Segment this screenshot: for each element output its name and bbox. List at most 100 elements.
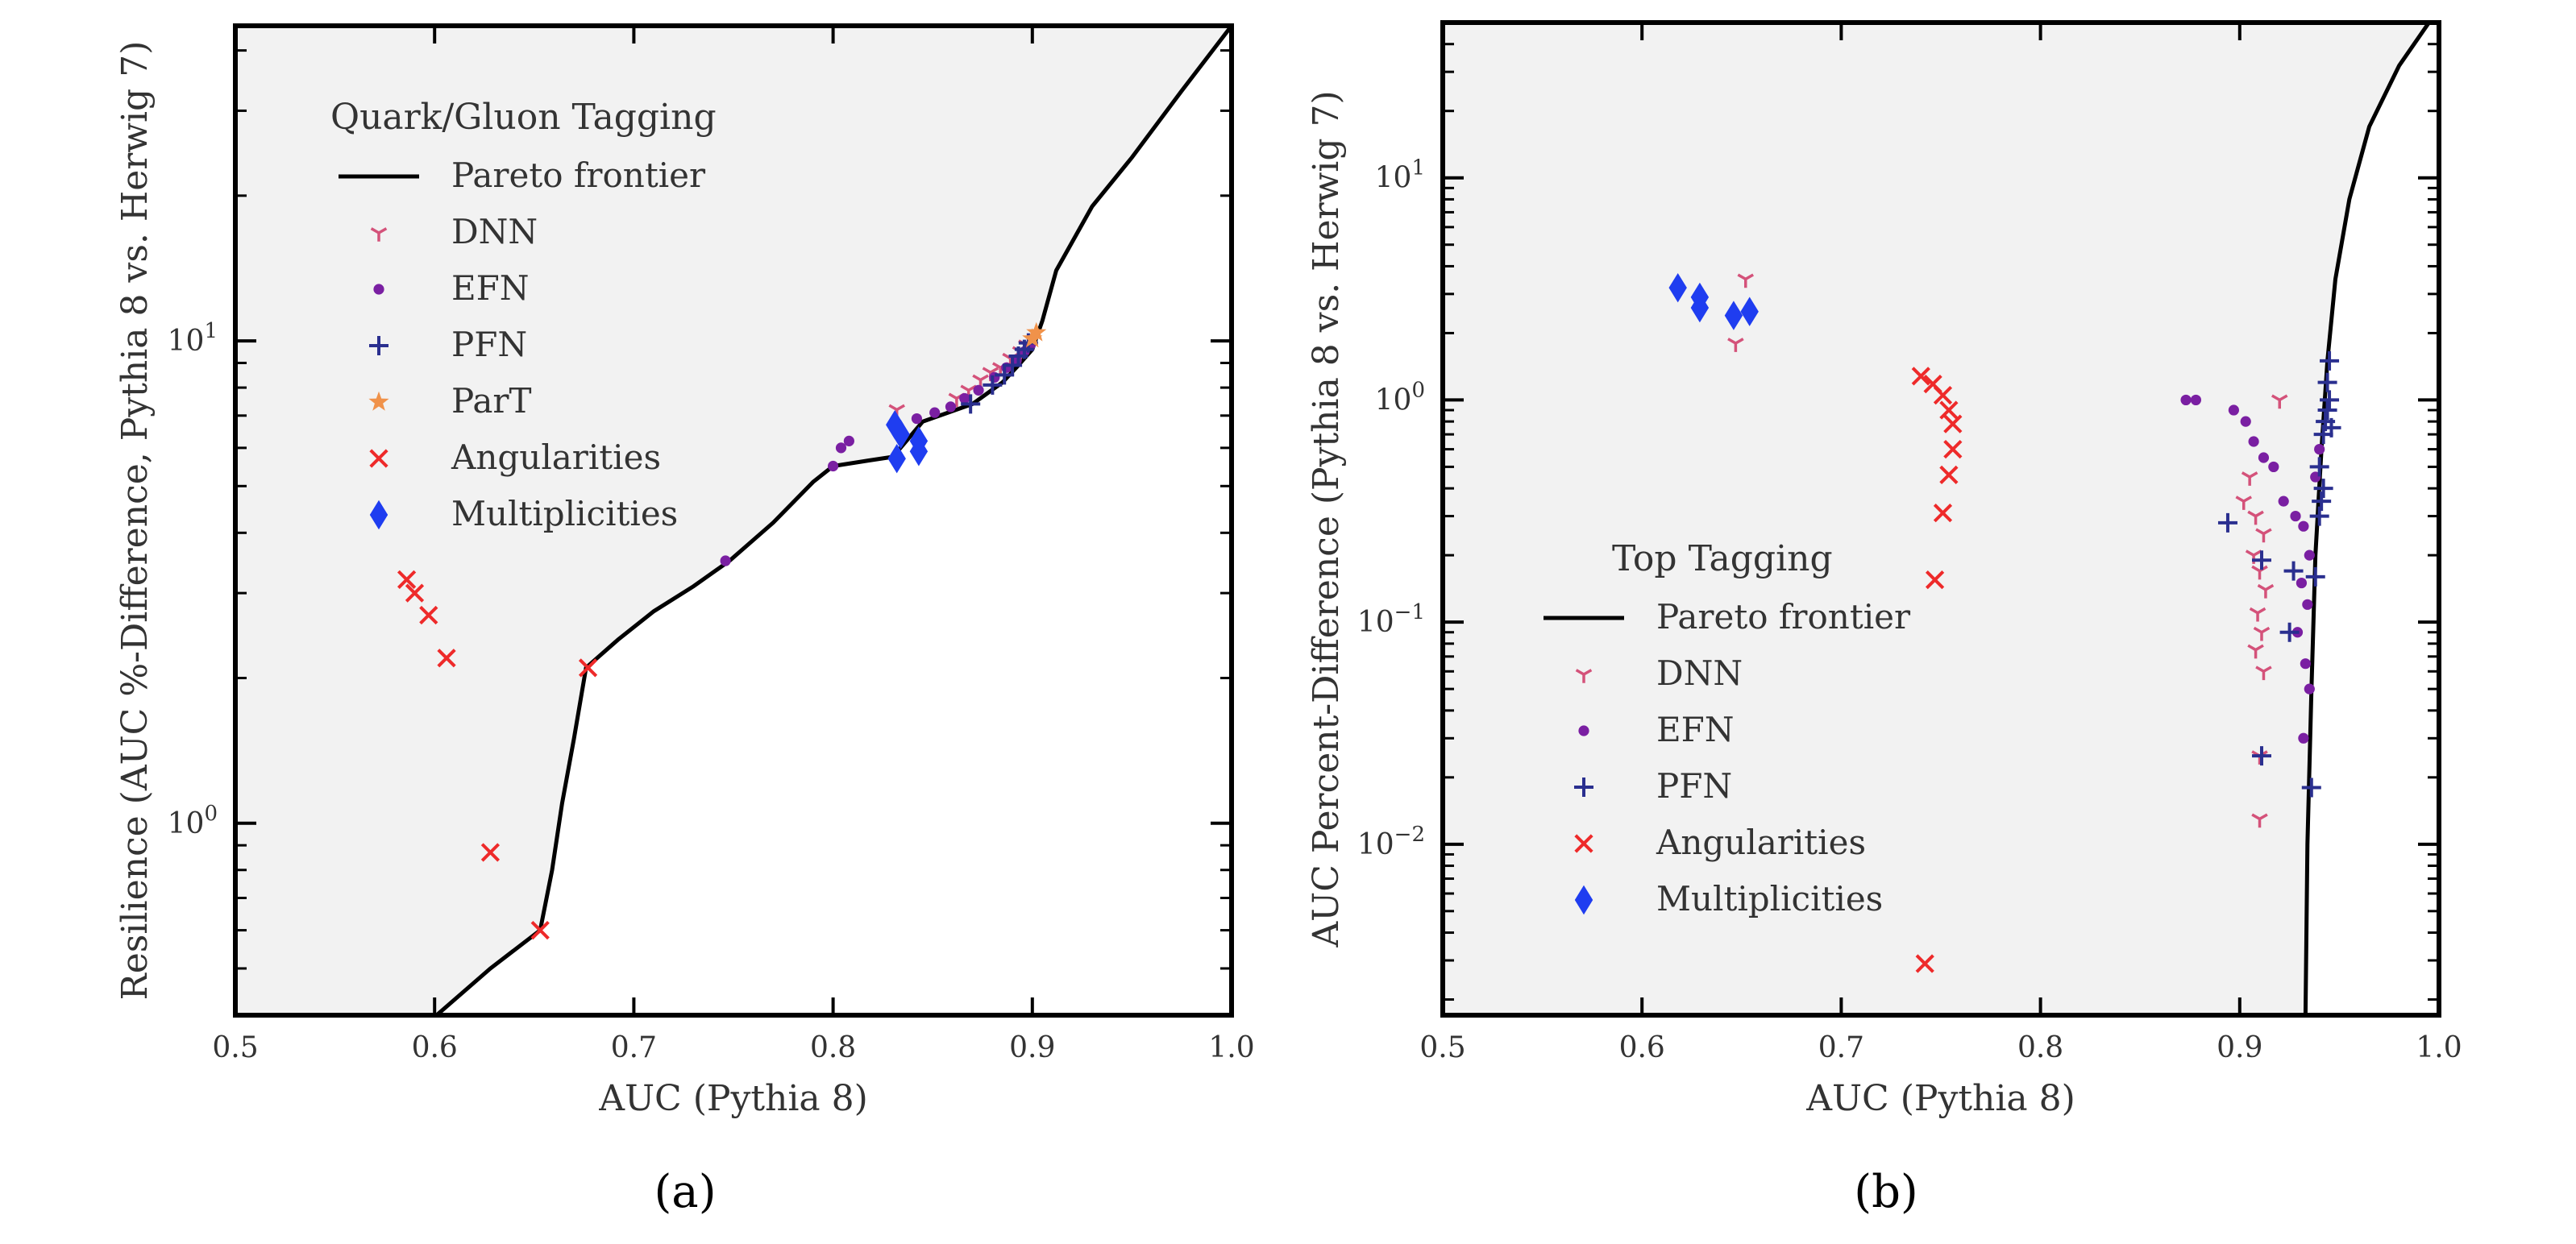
panel-a-quark-gluon-tagging: 0.5 0.6 0.7 0.8 0.9 1.0 100 101 AUC (Pythia 8) Re…	[114, 23, 1255, 1218]
data-point	[2248, 436, 2259, 447]
legend-label: EFN	[1656, 710, 1735, 749]
legend-swatch-dnn	[370, 227, 388, 242]
data-point	[419, 605, 438, 625]
data-point	[2268, 461, 2279, 473]
y-tick-label: 10−1	[1357, 600, 1425, 639]
panel-b-top-tagging: 0.5 0.6 0.7 0.8 0.9 1.0 10−2 10−1 100 101 AUC (Pyt…	[1306, 20, 2462, 1218]
data-point	[1939, 400, 1959, 420]
legend-swatch-efn	[373, 284, 384, 295]
data-point	[2313, 479, 2333, 499]
x-tick-label: 0.6	[1619, 1031, 1665, 1064]
data-point	[909, 437, 929, 466]
legend-swatch-angularities	[369, 449, 388, 468]
data-point	[1943, 439, 1963, 459]
legend-swatch-multiplicities	[1574, 885, 1593, 915]
legend-label: Multiplicities	[1656, 879, 1883, 918]
data-point	[2305, 566, 2325, 587]
data-point	[2235, 496, 2253, 510]
data-point	[835, 442, 847, 454]
data-point	[1727, 338, 1744, 352]
data-point	[2312, 491, 2332, 512]
data-point	[2321, 417, 2341, 437]
data-point	[959, 392, 970, 404]
legend-swatch-efn	[1578, 725, 1589, 736]
data-point	[2241, 471, 2258, 486]
x-tick-label: 0.6	[412, 1031, 458, 1064]
data-point	[1943, 414, 1963, 433]
data-point	[2240, 416, 2251, 427]
legend-label: DNN	[1656, 653, 1743, 693]
data-point	[2296, 577, 2308, 589]
data-point	[2302, 599, 2313, 610]
legend-swatch-dnn	[1575, 669, 1593, 683]
data-point	[843, 435, 854, 446]
data-point	[911, 413, 923, 425]
data-point	[2251, 746, 2271, 766]
x-tick-label: 1.0	[2416, 1031, 2462, 1064]
data-point	[1668, 272, 1687, 303]
data-point	[397, 570, 417, 589]
data-point	[2251, 813, 2268, 828]
data-point	[720, 555, 731, 566]
data-point	[2180, 394, 2192, 406]
series-part	[1022, 321, 1047, 348]
legend: Quark/Gluon Tagging Pareto frontier DNN EFN…	[330, 97, 717, 533]
data-point	[2247, 510, 2264, 525]
x-tick-label: 0.7	[1818, 1031, 1864, 1064]
data-point	[2257, 583, 2275, 599]
data-point	[2298, 732, 2309, 744]
legend-label: ParT	[451, 381, 532, 421]
series-efn	[2180, 394, 2325, 744]
data-point	[2251, 550, 2271, 570]
data-point	[480, 843, 501, 862]
data-point	[1939, 465, 1959, 485]
y-tick-label: 101	[168, 319, 218, 358]
data-point	[530, 920, 550, 940]
data-point	[2278, 496, 2289, 507]
data-point	[1026, 321, 1047, 342]
legend: Top Tagging Pareto frontier DNN EFN PFN Angul…	[1544, 538, 1911, 918]
data-point	[929, 407, 941, 418]
x-tick-label: 0.9	[2217, 1031, 2262, 1064]
x-tick-label: 0.8	[2017, 1031, 2063, 1064]
x-axis-title: AUC (Pythia 8)	[598, 1078, 868, 1119]
x-tick-label: 0.5	[212, 1031, 258, 1064]
data-point	[2258, 452, 2270, 463]
data-point	[2228, 404, 2239, 416]
data-point	[2249, 607, 2266, 622]
data-point	[2317, 400, 2337, 421]
data-point	[2283, 561, 2304, 581]
shaded-region	[235, 26, 1232, 1015]
legend-label: DNN	[451, 212, 538, 251]
data-point	[2304, 549, 2315, 561]
x-axis-title: AUC (Pythia 8)	[1805, 1078, 2075, 1119]
legend-title: Quark/Gluon Tagging	[330, 97, 717, 138]
legend-label: PFN	[1656, 766, 1732, 806]
legend-label: PFN	[451, 325, 527, 364]
data-point	[2251, 565, 2268, 580]
panel-label: (a)	[654, 1166, 716, 1218]
data-point	[828, 460, 839, 472]
data-point	[887, 444, 906, 474]
legend-swatch-angularities	[1574, 834, 1593, 853]
data-point	[2253, 626, 2271, 641]
legend-title: Top Tagging	[1612, 538, 1833, 579]
data-point	[1690, 292, 1710, 323]
x-tick-label: 1.0	[1208, 1031, 1254, 1064]
y-tick-label: 100	[1375, 378, 1425, 417]
series-multiplicities	[886, 409, 929, 474]
data-point	[2190, 394, 2202, 406]
data-point	[945, 401, 957, 413]
series-angularities	[1911, 367, 1963, 973]
y-axis-title: AUC Percent-Difference (Pythia 8 vs. Her…	[1306, 90, 1347, 948]
legend-label: Angularities	[451, 437, 661, 477]
shaded-region	[1443, 23, 2439, 1015]
y-tick-label: 100	[168, 802, 218, 840]
legend-swatch-multiplicities	[369, 500, 388, 530]
data-point	[2301, 778, 2321, 798]
data-point	[1724, 301, 1743, 330]
data-point	[2309, 506, 2329, 526]
data-point	[2317, 372, 2337, 392]
legend-label: Multiplicities	[451, 494, 678, 533]
